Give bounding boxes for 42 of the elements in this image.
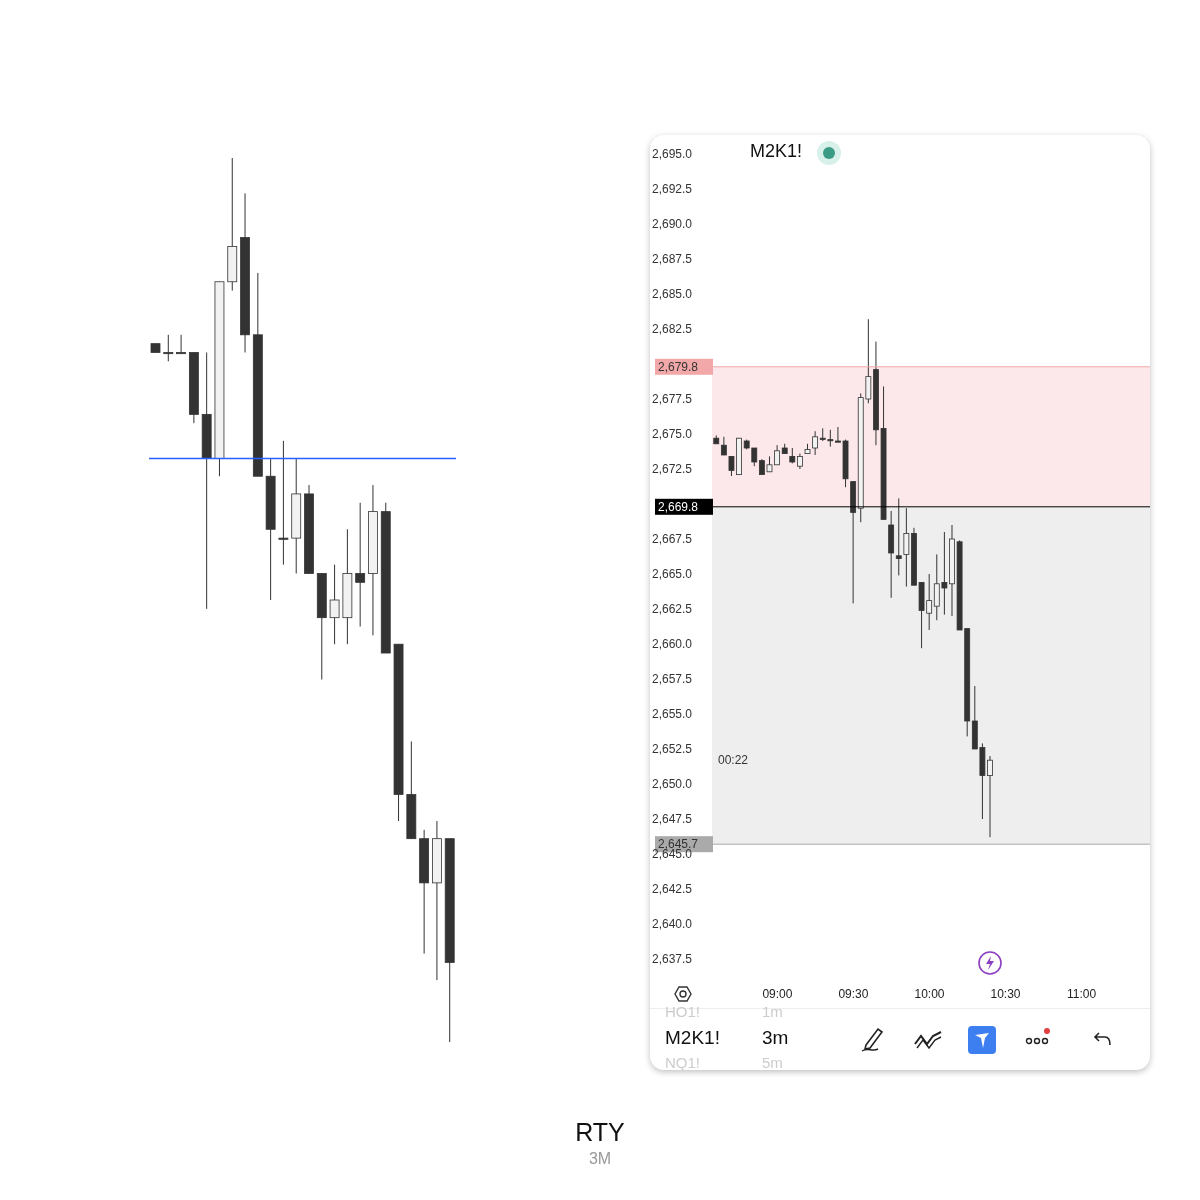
chart-title: M2K1!	[750, 141, 803, 162]
y-tick-label: 2,640.0	[652, 917, 693, 932]
y-tick-label: 2,637.5	[652, 952, 693, 967]
y-tick-label: 2,672.5	[652, 462, 693, 477]
y-tick-label: 2,692.5	[652, 182, 693, 197]
x-tick-label: 10:00	[914, 986, 945, 1001]
y-tick-label: 2,685.0	[652, 287, 693, 302]
y-tick-label: 2,690.0	[652, 217, 693, 232]
y-tick-label: 2,655.0	[652, 707, 693, 722]
y-tick-label: 2,665.0	[652, 567, 693, 582]
candlestick	[720, 436, 727, 456]
text: M2K1!	[665, 1027, 720, 1049]
y-tick-label: 2,667.5	[652, 532, 693, 547]
candlestick	[329, 564, 340, 645]
y-tick-label: 2,677.5	[652, 392, 693, 407]
x-tick-label: 10:30	[990, 986, 1021, 1001]
y-tick-label: 2,662.5	[652, 602, 693, 617]
text: 3M	[587, 1150, 613, 1168]
y-tick-label: 2,682.5	[652, 322, 693, 337]
y-tick-label: 2,652.5	[652, 742, 693, 757]
y-tick-label: 2,660.0	[652, 637, 693, 652]
y-tick-label: 2,647.5	[652, 812, 693, 827]
y-tick-label: 2,650.0	[652, 777, 693, 792]
candlestick	[812, 430, 819, 456]
y-tick-label: 2,695.0	[652, 147, 693, 162]
candlestick	[895, 497, 902, 576]
x-tick-label: 11:00	[1066, 986, 1097, 1001]
candlestick	[278, 440, 289, 566]
candlestick	[176, 334, 186, 355]
candlestick	[355, 502, 366, 628]
annotation: 00:22	[718, 753, 749, 767]
y-tick-label: 2,675.0	[652, 427, 693, 442]
y-tick-label: 2,657.5	[652, 672, 693, 687]
ref-line-label: 2,669.8	[658, 499, 699, 514]
x-tick-label: 09:00	[762, 986, 793, 1001]
y-tick-label: 2,642.5	[652, 882, 693, 897]
text: RTY	[574, 1118, 626, 1147]
text: 3m	[762, 1027, 789, 1049]
candlestick	[163, 334, 174, 362]
x-tick-label: 09:30	[838, 986, 869, 1001]
y-tick-label: 2,687.5	[652, 252, 693, 267]
ref-line-label: 2,679.8	[658, 359, 699, 374]
